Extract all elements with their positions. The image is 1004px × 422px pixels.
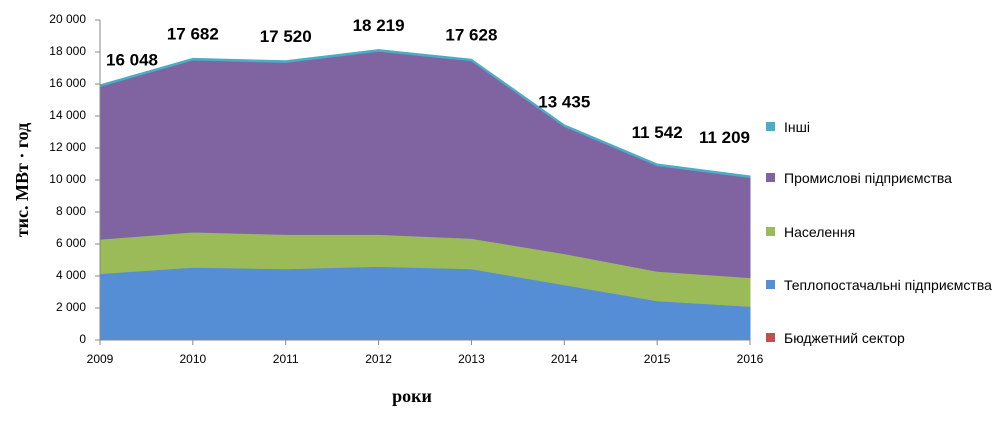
total-label: 17 628 xyxy=(445,25,497,44)
legend-swatch xyxy=(766,333,775,342)
x-tick-label: 2010 xyxy=(180,352,207,366)
x-tick-label: 2009 xyxy=(87,352,114,366)
y-tick-label: 8 000 xyxy=(56,204,86,218)
x-tick-label: 2013 xyxy=(458,352,485,366)
total-label: 18 219 xyxy=(353,16,405,35)
x-tick-label: 2015 xyxy=(644,352,671,366)
y-tick-label: 2 000 xyxy=(56,300,86,314)
y-axis-label: тис. МВт · год xyxy=(12,123,32,237)
y-tick-label: 12 000 xyxy=(49,140,86,154)
y-tick-label: 16 000 xyxy=(49,76,86,90)
legend-swatch xyxy=(766,122,775,131)
x-axis-label: роки xyxy=(392,386,432,406)
y-tick-label: 18 000 xyxy=(49,44,86,58)
total-label: 17 682 xyxy=(167,25,219,44)
legend-swatch xyxy=(766,227,775,236)
y-tick-label: 6 000 xyxy=(56,236,86,250)
legend-label: Бюджетний сектор xyxy=(784,330,905,346)
legend-swatch xyxy=(766,173,775,182)
legend-label: Промислові підприємства xyxy=(784,170,952,186)
total-label: 17 520 xyxy=(260,27,312,46)
x-tick-label: 2016 xyxy=(737,352,764,366)
y-tick-label: 4 000 xyxy=(56,268,86,282)
x-tick-label: 2011 xyxy=(273,352,299,366)
x-tick-label: 2014 xyxy=(551,352,578,366)
area xyxy=(99,49,751,179)
legend-item: Населення xyxy=(766,221,994,243)
y-tick-label: 10 000 xyxy=(49,172,86,186)
y-tick-label: 0 xyxy=(79,332,86,346)
legend-item: Теплопостачальні підприємства xyxy=(766,274,994,296)
x-tick-label: 2012 xyxy=(365,352,392,366)
total-label: 11 209 xyxy=(699,128,750,147)
y-tick-label: 20 000 xyxy=(49,12,86,26)
legend-item: Промислові підприємства xyxy=(766,167,994,189)
legend-label: Теплопостачальні підприємства xyxy=(784,277,992,293)
total-label: 13 435 xyxy=(538,93,590,112)
legend-swatch xyxy=(766,280,775,289)
total-label: 11 542 xyxy=(632,123,683,142)
legend-label: Населення xyxy=(784,224,856,240)
legend-label: Інші xyxy=(784,119,810,135)
y-tick-label: 14 000 xyxy=(49,108,86,122)
legend-item: Бюджетний сектор xyxy=(766,327,994,349)
total-label: 16 048 xyxy=(106,51,158,70)
legend-item: Інші xyxy=(766,116,994,138)
